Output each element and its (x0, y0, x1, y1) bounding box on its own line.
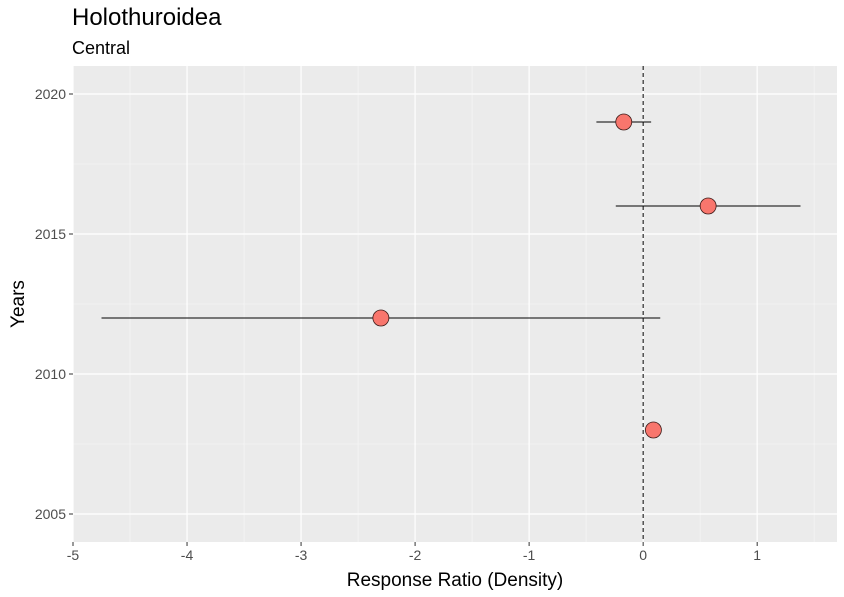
x-axis-ticks: -5 -4 -3 -2 -1 0 1 (67, 542, 761, 563)
data-point (615, 113, 633, 131)
x-tick-label: -3 (295, 547, 308, 563)
x-tick-label: 1 (753, 547, 761, 563)
x-axis-title: Response Ratio (Density) (347, 570, 563, 591)
x-tick-label: -1 (523, 547, 536, 563)
x-tick-label: -4 (181, 547, 194, 563)
y-tick-label: 2010 (35, 366, 66, 382)
data-point (372, 309, 390, 327)
x-tick-label: -2 (409, 547, 422, 563)
y-tick-label: 2015 (35, 226, 66, 242)
y-axis-title: Years (8, 280, 29, 328)
grid-minor (73, 66, 837, 542)
data-points (372, 113, 717, 439)
y-tick-label: 2020 (35, 86, 66, 102)
x-tick-label: 0 (639, 547, 647, 563)
chart-subtitle: Central (72, 38, 131, 58)
x-tick-label: -5 (67, 547, 80, 563)
y-tick-label: 2005 (35, 506, 66, 522)
y-axis-ticks: 2005 2010 2015 2020 (35, 86, 73, 522)
data-point (645, 421, 662, 439)
data-point (699, 197, 717, 215)
chart-title: Holothuroidea (72, 4, 222, 31)
